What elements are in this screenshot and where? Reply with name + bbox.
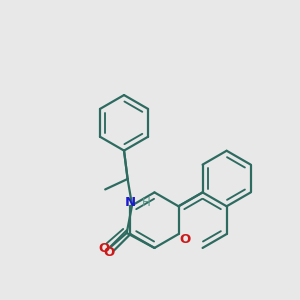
Text: N: N: [125, 196, 136, 209]
Text: H: H: [142, 196, 151, 209]
Text: O: O: [103, 246, 114, 260]
Text: O: O: [98, 242, 109, 255]
Text: O: O: [179, 233, 191, 246]
